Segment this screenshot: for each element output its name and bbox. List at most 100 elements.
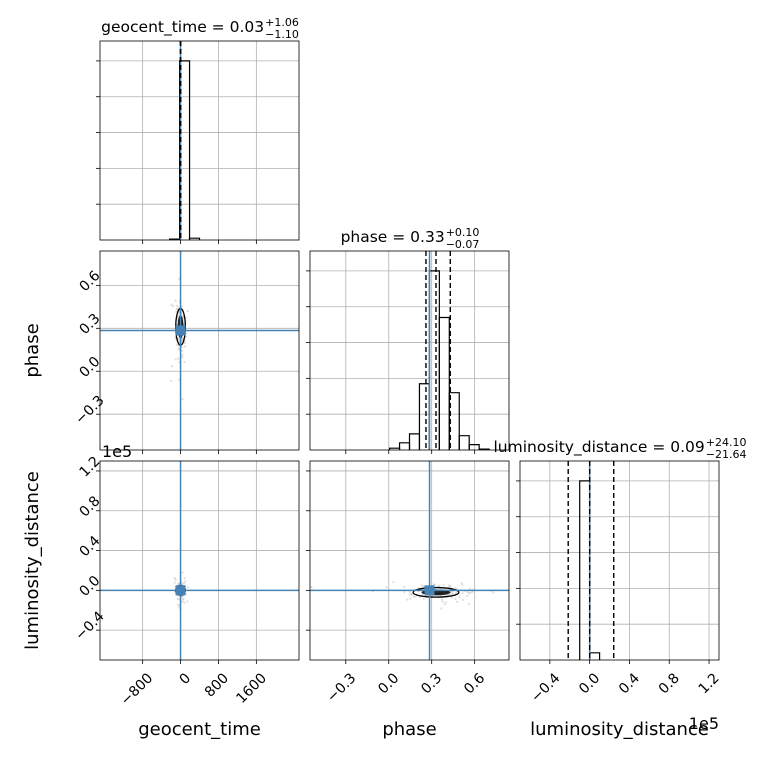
joint-phase-vs-luminosity-distance-sample-102 (403, 585, 406, 589)
joint-geocent-time-vs-phase-sample-173 (175, 343, 178, 346)
joint-phase-vs-luminosity-distance-sample-174 (392, 581, 395, 584)
joint-phase-vs-luminosity-distance-sample-154 (408, 593, 411, 596)
yaxis-label-phase: phase (22, 323, 43, 377)
hist-luminosity-distance-panel-bg (520, 461, 719, 660)
hist-geocent-time-title: geocent_time = 0.03 +1.06−1.10 (101, 16, 299, 41)
joint-geocent-time-vs-phase-sample-72 (174, 299, 177, 302)
hist-phase-bar-15 (458, 435, 470, 450)
joint-phase-vs-luminosity-distance-sample-179 (450, 596, 453, 599)
joint-phase-vs-luminosity-distance-sample-112 (454, 586, 457, 590)
joint-geocent-time-vs-luminosity-distance-xtick-label-1: 0 (177, 670, 195, 688)
joint-geocent-time-vs-luminosity-distance-ytick-label-1: 0.0 (76, 573, 103, 600)
joint-phase-vs-luminosity-distance-truth-marker (424, 585, 435, 596)
joint-geocent-time-vs-luminosity-distance-sample-174 (181, 582, 184, 585)
hist-luminosity-distance-frame (519, 460, 720, 661)
joint-phase-vs-luminosity-distance-sample-36 (467, 602, 471, 605)
joint-phase-vs-luminosity-distance-content (310, 461, 512, 660)
joint-phase-vs-luminosity-distance-xtick-label-1: 0.0 (375, 670, 402, 697)
xaxis-label-phase: phase (382, 719, 436, 740)
joint-phase-vs-luminosity-distance-sample-144 (409, 597, 412, 600)
hist-geocent-time-bar-8 (179, 60, 191, 240)
joint-geocent-time-vs-phase-sample-118 (175, 304, 178, 307)
joint-phase-vs-luminosity-distance-contour-outer (412, 586, 460, 598)
joint-phase-vs-luminosity-distance-sample-106 (455, 600, 459, 603)
hist-phase-panel-bg (310, 251, 509, 450)
joint-phase-vs-luminosity-distance-sample-51 (466, 591, 469, 594)
hist-luminosity-distance-title-sup: +24.10 (706, 436, 747, 449)
joint-geocent-time-vs-luminosity-distance-sample-96 (182, 598, 185, 601)
joint-geocent-time-vs-luminosity-distance-frame (99, 460, 300, 661)
joint-geocent-time-vs-phase-content (100, 251, 299, 450)
joint-phase-vs-luminosity-distance-sample-60 (441, 598, 444, 601)
joint-phase-vs-luminosity-distance-sample-67 (441, 600, 444, 603)
joint-phase-vs-luminosity-distance-sample-108 (422, 585, 425, 588)
joint-geocent-time-vs-phase-sample-30 (181, 397, 184, 401)
joint-geocent-time-vs-phase-sample-12 (174, 358, 177, 361)
joint-geocent-time-vs-phase-sample-150 (177, 347, 180, 351)
joint-phase-vs-luminosity-distance-sample-30 (443, 602, 446, 606)
joint-geocent-time-vs-phase-sample-138 (178, 277, 181, 280)
joint-phase-vs-luminosity-distance-sample-168 (385, 586, 388, 589)
joint-geocent-time-vs-phase-sample-135 (175, 310, 178, 313)
joint-geocent-time-vs-luminosity-distance-panel: −800 0 800 1600−0.40.00.40.81.2 (72, 453, 300, 709)
hist-geocent-time-panel: geocent_time = 0.03 +1.06−1.10 (96, 16, 300, 244)
joint-geocent-time-vs-luminosity-distance-xtick-label-0: −800 (118, 670, 157, 709)
joint-geocent-time-vs-phase-sample-168 (175, 307, 179, 310)
joint-geocent-time-vs-luminosity-distance-panel-bg (100, 461, 299, 660)
joint-geocent-time-vs-luminosity-distance-ytick-label-3: 0.8 (76, 493, 103, 520)
joint-geocent-time-vs-phase-sample-96 (171, 365, 174, 368)
hist-phase-bar-13 (438, 316, 450, 450)
hist-phase-frame (309, 250, 510, 451)
joint-geocent-time-vs-luminosity-distance-sample-156 (181, 571, 184, 574)
joint-geocent-time-vs-luminosity-distance-sample-42 (184, 580, 187, 583)
joint-phase-vs-luminosity-distance-sample-120 (406, 598, 409, 601)
joint-phase-vs-luminosity-distance-xtick-label-3: 0.6 (461, 670, 488, 697)
hist-luminosity-distance-xtick-label-1: 0.0 (576, 670, 603, 697)
joint-phase-vs-luminosity-distance-sample-132 (469, 591, 472, 594)
joint-geocent-time-vs-phase-sample-6 (181, 356, 184, 359)
joint-geocent-time-vs-luminosity-distance-sample-150 (174, 578, 177, 581)
joint-phase-vs-luminosity-distance-sample-73 (447, 584, 450, 587)
joint-geocent-time-vs-phase-sample-60 (171, 304, 175, 308)
joint-phase-vs-luminosity-distance-sample-55 (403, 591, 406, 594)
joint-phase-vs-luminosity-distance-panel-bg (310, 461, 509, 660)
joint-geocent-time-vs-phase-sample-90 (178, 378, 181, 381)
joint-phase-vs-luminosity-distance-sample-99 (454, 597, 457, 601)
joint-geocent-time-vs-phase-sample-114 (170, 379, 173, 383)
hist-geocent-time-title-sub: −1.10 (265, 28, 299, 41)
joint-geocent-time-vs-phase-sample-102 (181, 353, 184, 356)
joint-geocent-time-vs-luminosity-distance-sample-24 (181, 600, 184, 603)
joint-phase-vs-luminosity-distance-sample-177 (447, 593, 450, 596)
hist-phase-bar-14 (448, 392, 460, 450)
hist-geocent-time-title-main: geocent_time = 0.03 (101, 18, 264, 37)
joint-geocent-time-vs-phase-sample-119 (180, 305, 184, 308)
hist-luminosity-distance-title-main: luminosity_distance = 0.09 (494, 438, 705, 457)
joint-phase-vs-luminosity-distance-sample-24 (440, 607, 443, 610)
joint-phase-vs-luminosity-distance-panel: −0.3 0.0 0.3 0.6 (306, 460, 512, 706)
joint-geocent-time-vs-phase-sample-120 (186, 309, 189, 313)
joint-phase-vs-luminosity-distance-sample-84 (310, 586, 313, 589)
joint-geocent-time-vs-luminosity-distance-sample-36 (173, 576, 176, 580)
xaxis-label-luminosity-distance: luminosity_distance (530, 719, 709, 740)
hist-luminosity-distance-xtick-label-2: 0.4 (616, 670, 643, 697)
joint-geocent-time-vs-luminosity-distance-sample-128 (177, 582, 181, 585)
joint-geocent-time-vs-phase-sample-162 (183, 360, 186, 364)
hist-luminosity-distance-bars (567, 461, 615, 660)
hist-luminosity-distance-xtick-label-0: −0.4 (528, 670, 563, 705)
joint-phase-vs-luminosity-distance-sample-9 (442, 583, 445, 586)
joint-phase-vs-luminosity-distance-sample-18 (510, 589, 512, 591)
joint-geocent-time-vs-luminosity-distance-sample-132 (187, 586, 190, 589)
hist-luminosity-distance-xtick-label-3: 0.8 (656, 670, 683, 697)
joint-geocent-time-vs-phase-truth-marker (175, 325, 186, 336)
joint-geocent-time-vs-luminosity-distance-xtick-label-3: 1600 (233, 670, 270, 707)
hist-luminosity-distance-xtick-label-4: 1.2 (696, 670, 723, 697)
yaxis-offset-label: 1e5 (102, 442, 132, 461)
hist-phase-title: phase = 0.33 +0.10−0.07 (341, 226, 480, 251)
joint-phase-vs-luminosity-distance-sample-95 (408, 590, 411, 593)
joint-phase-vs-luminosity-distance-sample-96 (492, 591, 495, 594)
joint-phase-vs-luminosity-distance-sample-163 (422, 597, 425, 601)
joint-geocent-time-vs-luminosity-distance-sample-66 (186, 600, 189, 603)
hist-geocent-time-frame (99, 40, 300, 241)
joint-phase-vs-luminosity-distance-sample-126 (438, 584, 441, 587)
